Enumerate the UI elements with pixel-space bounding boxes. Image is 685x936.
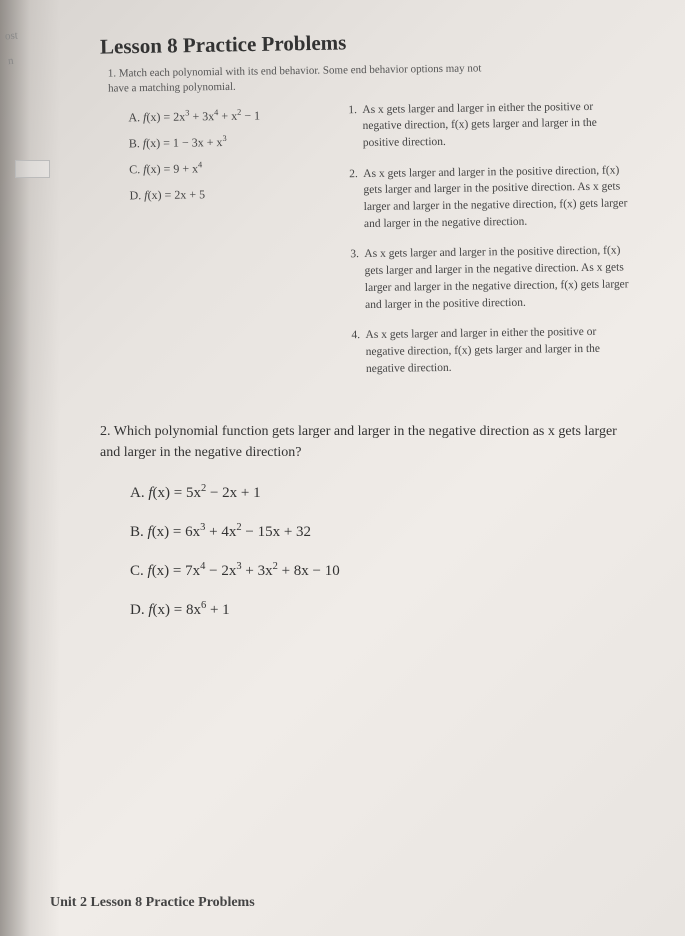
- q1-polynomials: A. f(x) = 2x3 + 3x4 + x2 − 1 B. f(x) = 1…: [98, 102, 322, 394]
- q1-stem-line1: Match each polynomial with its end behav…: [119, 62, 482, 79]
- question-2: 2. Which polynomial function gets larger…: [100, 421, 635, 627]
- q1-behavior-3: 3. As x gets larger and larger in the po…: [350, 243, 636, 314]
- q1-behavior-2: 2. As x gets larger and larger in the po…: [349, 162, 635, 233]
- q1-b2-num: 2.: [349, 166, 364, 233]
- q2-option-d: D. f(x) = 8x6 + 1: [130, 594, 635, 627]
- q1-behavior-4: 4. As x gets larger and larger in either…: [351, 323, 637, 377]
- q1-b4-num: 4.: [351, 327, 366, 377]
- q1-option-d: D. f(x) = 2x + 5: [129, 180, 319, 207]
- q1-b1-text: As x gets larger and larger in either th…: [362, 98, 634, 152]
- q2-option-c: C. f(x) = 7x4 − 2x3 + 3x2 + 8x − 10: [130, 555, 635, 588]
- margin-answer-box: [15, 160, 50, 178]
- worksheet-page: Lesson 8 Practice Problems 1. Match each…: [50, 20, 665, 926]
- q1-stem: 1. Match each polynomial with its end be…: [108, 59, 633, 97]
- q1-option-a: A. f(x) = 2x3 + 3x4 + x2 − 1: [128, 102, 318, 129]
- q1-option-c: C. f(x) = 9 + x4: [129, 154, 319, 181]
- margin-text-1: ost: [5, 29, 19, 42]
- q1-b4-text: As x gets larger and larger in either th…: [365, 323, 637, 377]
- q1-body: A. f(x) = 2x3 + 3x4 + x2 − 1 B. f(x) = 1…: [98, 98, 637, 395]
- q2-number: 2.: [100, 424, 111, 439]
- q1-b1-num: 1.: [348, 102, 363, 152]
- q1-b3-text: As x gets larger and larger in the posit…: [364, 243, 636, 313]
- q2-option-a: A. f(x) = 5x2 − 2x + 1: [130, 477, 635, 510]
- q1-option-b: B. f(x) = 1 − 3x + x3: [129, 128, 319, 155]
- q1-b3-num: 3.: [350, 247, 365, 314]
- q1-b2-text: As x gets larger and larger in the posit…: [363, 162, 635, 232]
- q2-stem-text: Which polynomial function gets larger an…: [100, 424, 617, 460]
- q2-option-b: B. f(x) = 6x3 + 4x2 − 15x + 32: [130, 516, 635, 549]
- q2-stem: 2. Which polynomial function gets larger…: [100, 421, 635, 463]
- q1-number: 1.: [108, 67, 116, 79]
- lesson-title: Lesson 8 Practice Problems: [100, 25, 635, 59]
- q1-stem-line2: have a matching polynomial.: [108, 81, 236, 95]
- page-footer: Unit 2 Lesson 8 Practice Problems: [50, 895, 255, 911]
- margin-text-2: n: [7, 55, 14, 67]
- q1-behavior-1: 1. As x gets larger and larger in either…: [348, 98, 634, 152]
- q2-options: A. f(x) = 5x2 − 2x + 1 B. f(x) = 6x3 + 4…: [100, 477, 635, 627]
- question-1: 1. Match each polynomial with its end be…: [98, 59, 638, 395]
- q1-behaviors: 1. As x gets larger and larger in either…: [348, 98, 637, 391]
